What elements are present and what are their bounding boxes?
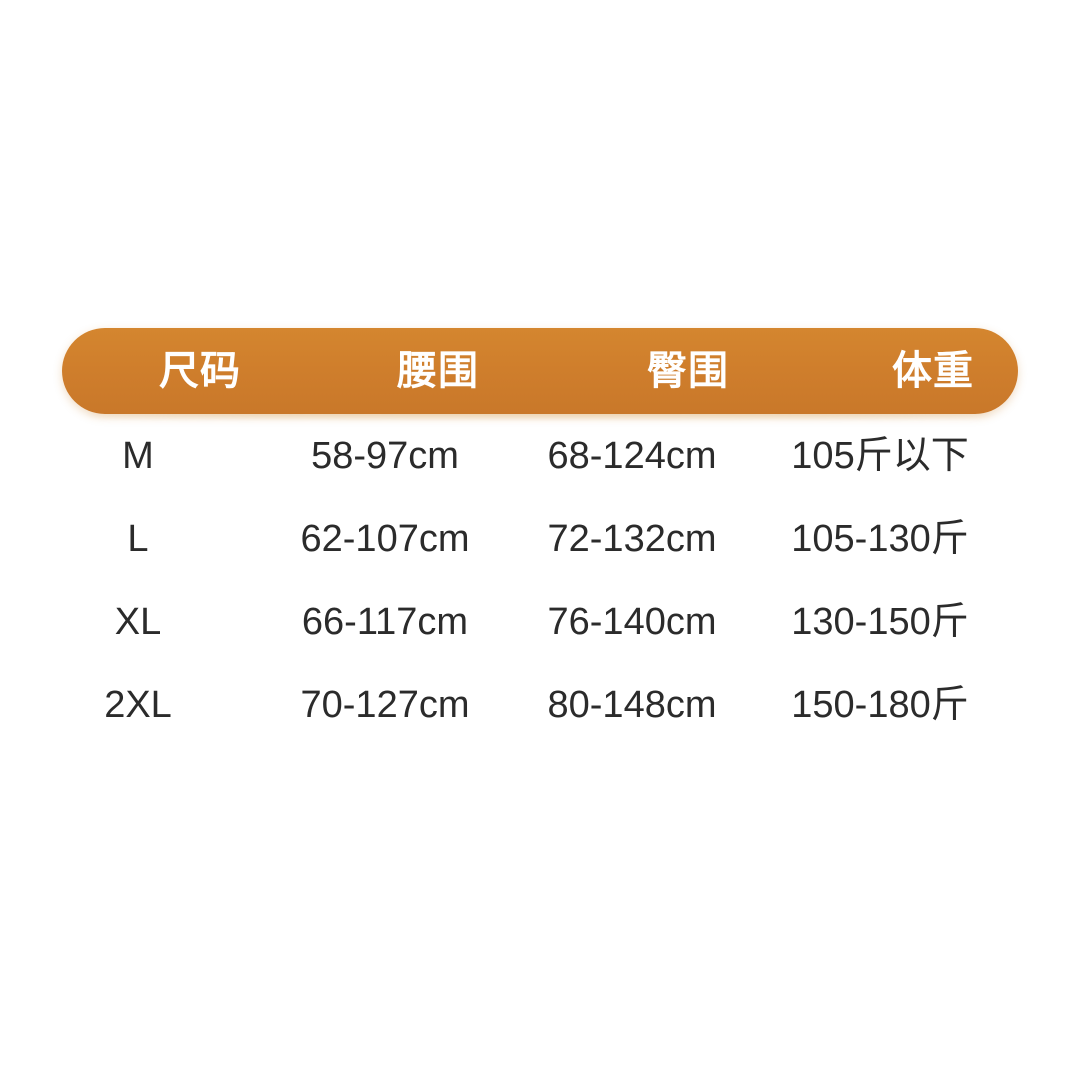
cell-waist: 70-127cm (300, 683, 470, 726)
cell-size: XL (114, 600, 162, 643)
cell-hip: 80-148cm (547, 683, 717, 726)
cell-size: M (122, 434, 154, 477)
cell-weight: 105斤以下 (791, 434, 969, 477)
table-header-row: 尺码 腰围 臀围 体重 (62, 328, 1018, 414)
cell-weight: 150-180斤 (791, 683, 969, 726)
table-row: XL 66-117cm 76-140cm 130-150斤 (0, 580, 1080, 663)
table-row: 2XL 70-127cm 80-148cm 150-180斤 (0, 663, 1080, 746)
cell-waist: 62-107cm (300, 517, 470, 560)
cell-hip: 68-124cm (547, 434, 717, 477)
cell-weight: 130-150斤 (791, 600, 969, 643)
cell-size: 2XL (104, 683, 172, 726)
cell-waist: 58-97cm (311, 434, 459, 477)
column-header-waist: 腰围 (397, 349, 479, 393)
column-header-hip: 臀围 (647, 349, 729, 393)
cell-hip: 72-132cm (547, 517, 717, 560)
cell-size: L (127, 517, 149, 560)
cell-weight: 105-130斤 (791, 517, 969, 560)
table-body: M 58-97cm 68-124cm 105斤以下 L 62-107cm 72-… (0, 414, 1080, 746)
cell-waist: 66-117cm (301, 600, 469, 643)
table-row: L 62-107cm 72-132cm 105-130斤 (0, 497, 1080, 580)
cell-hip: 76-140cm (547, 600, 717, 643)
column-header-size: 尺码 (159, 349, 241, 393)
column-header-weight: 体重 (892, 349, 974, 393)
table-row: M 58-97cm 68-124cm 105斤以下 (0, 414, 1080, 497)
